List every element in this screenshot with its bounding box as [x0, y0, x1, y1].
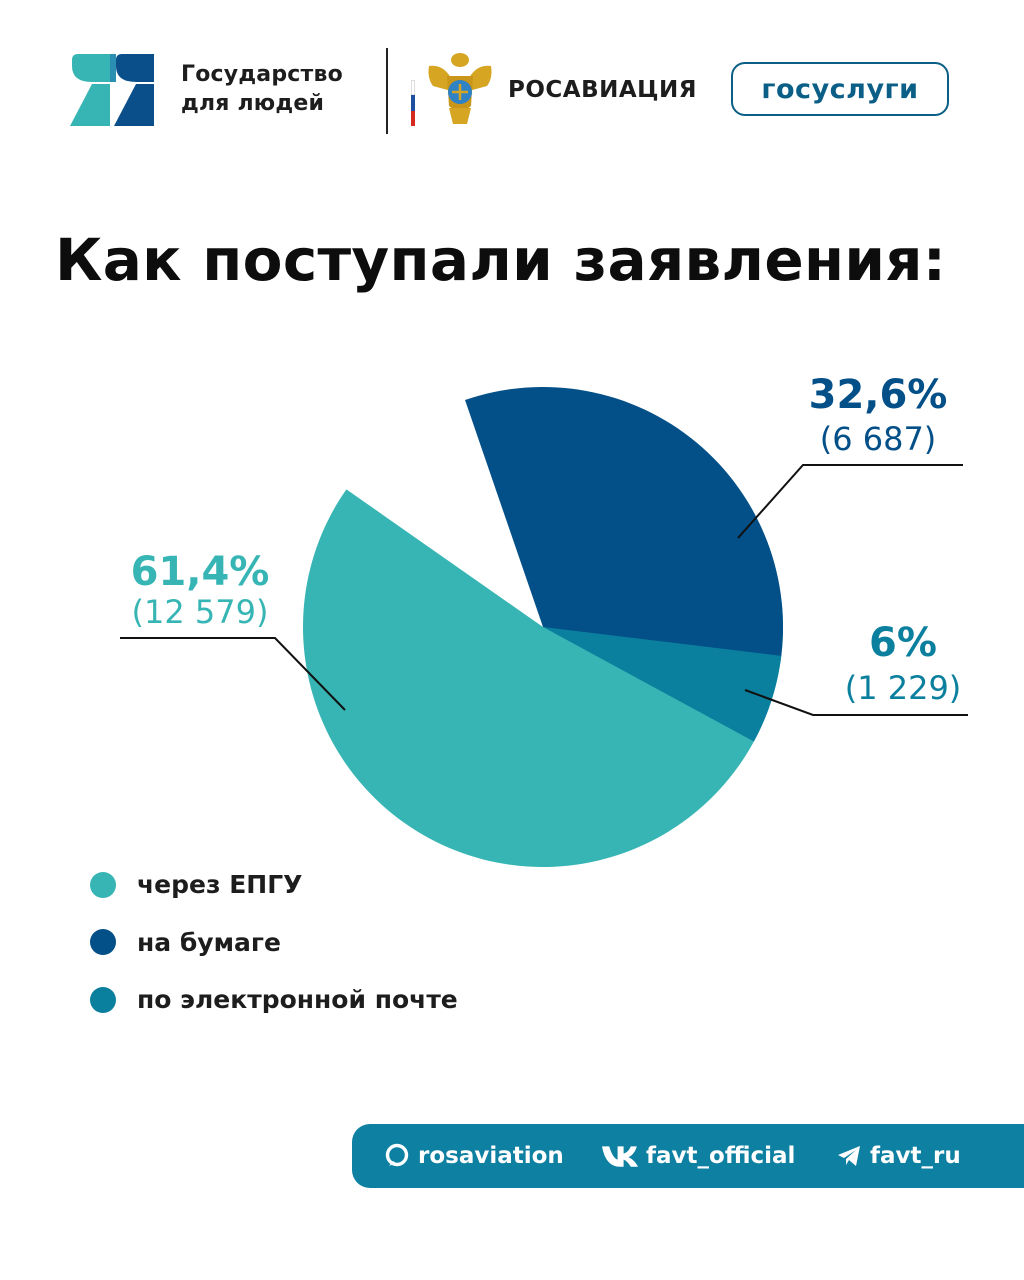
agency-name: РОСАВИАЦИЯ: [508, 77, 697, 103]
brand-line-2: для людей: [181, 91, 325, 116]
social-telegram[interactable]: favt_ru: [836, 1124, 961, 1188]
data-label-count-email: (1 229): [845, 669, 962, 707]
legend-marker-email: [90, 986, 116, 1013]
leader-line-email: [744, 689, 968, 716]
gosudarstvo-logo-icon: [70, 54, 154, 126]
social-vk[interactable]: favt_official: [602, 1124, 795, 1188]
russian-flag-icon: [411, 80, 415, 126]
data-label-count-paper: (6 687): [820, 420, 937, 458]
page-title: Как поступали заявления:: [55, 226, 947, 294]
pie-slice-epgu: [303, 489, 783, 867]
coat-of-arms-icon: [428, 53, 492, 124]
chart-legend: через ЕПГУ на бумаге по электронной почт…: [90, 856, 458, 1029]
pie-slice-paper: [465, 386, 784, 663]
legend-label-email: по электронной почте: [137, 985, 458, 1015]
legend-item-paper: на бумаге: [90, 914, 458, 972]
legend-label-epgu: через ЕПГУ: [137, 870, 303, 900]
leader-line-paper: [737, 464, 963, 539]
pie-slice-email: [543, 627, 782, 742]
gosuslugi-logo: госуслуги: [731, 62, 949, 116]
telegram-icon: [838, 1146, 860, 1166]
social-label-rutube: rosaviation: [418, 1143, 564, 1169]
vk-icon: [602, 1146, 638, 1167]
data-label-percent-paper: 32,6%: [809, 372, 948, 418]
legend-label-paper: на бумаге: [137, 927, 281, 957]
legend-item-email: по электронной почте: [90, 971, 458, 1029]
legend-marker-epgu: [90, 871, 116, 898]
data-label-percent-email: 6%: [869, 620, 937, 666]
social-label-vk: favt_official: [646, 1143, 796, 1169]
data-label-count-epgu: (12 579): [132, 593, 269, 631]
social-label-telegram: favt_ru: [870, 1143, 961, 1169]
brand-name: Государство для людей: [181, 60, 343, 118]
brand-line-1: Государство: [181, 62, 343, 87]
social-rutube[interactable]: rosaviation: [384, 1124, 564, 1188]
data-label-percent-epgu: 61,4%: [131, 549, 270, 595]
legend-marker-paper: [90, 929, 116, 956]
footer-social-bar: rosaviation favt_official favt_ru: [352, 1124, 1024, 1188]
legend-item-epgu: через ЕПГУ: [90, 856, 458, 914]
leader-line-epgu: [120, 637, 346, 711]
rutube-icon: [385, 1143, 409, 1167]
header-divider: [386, 48, 388, 134]
